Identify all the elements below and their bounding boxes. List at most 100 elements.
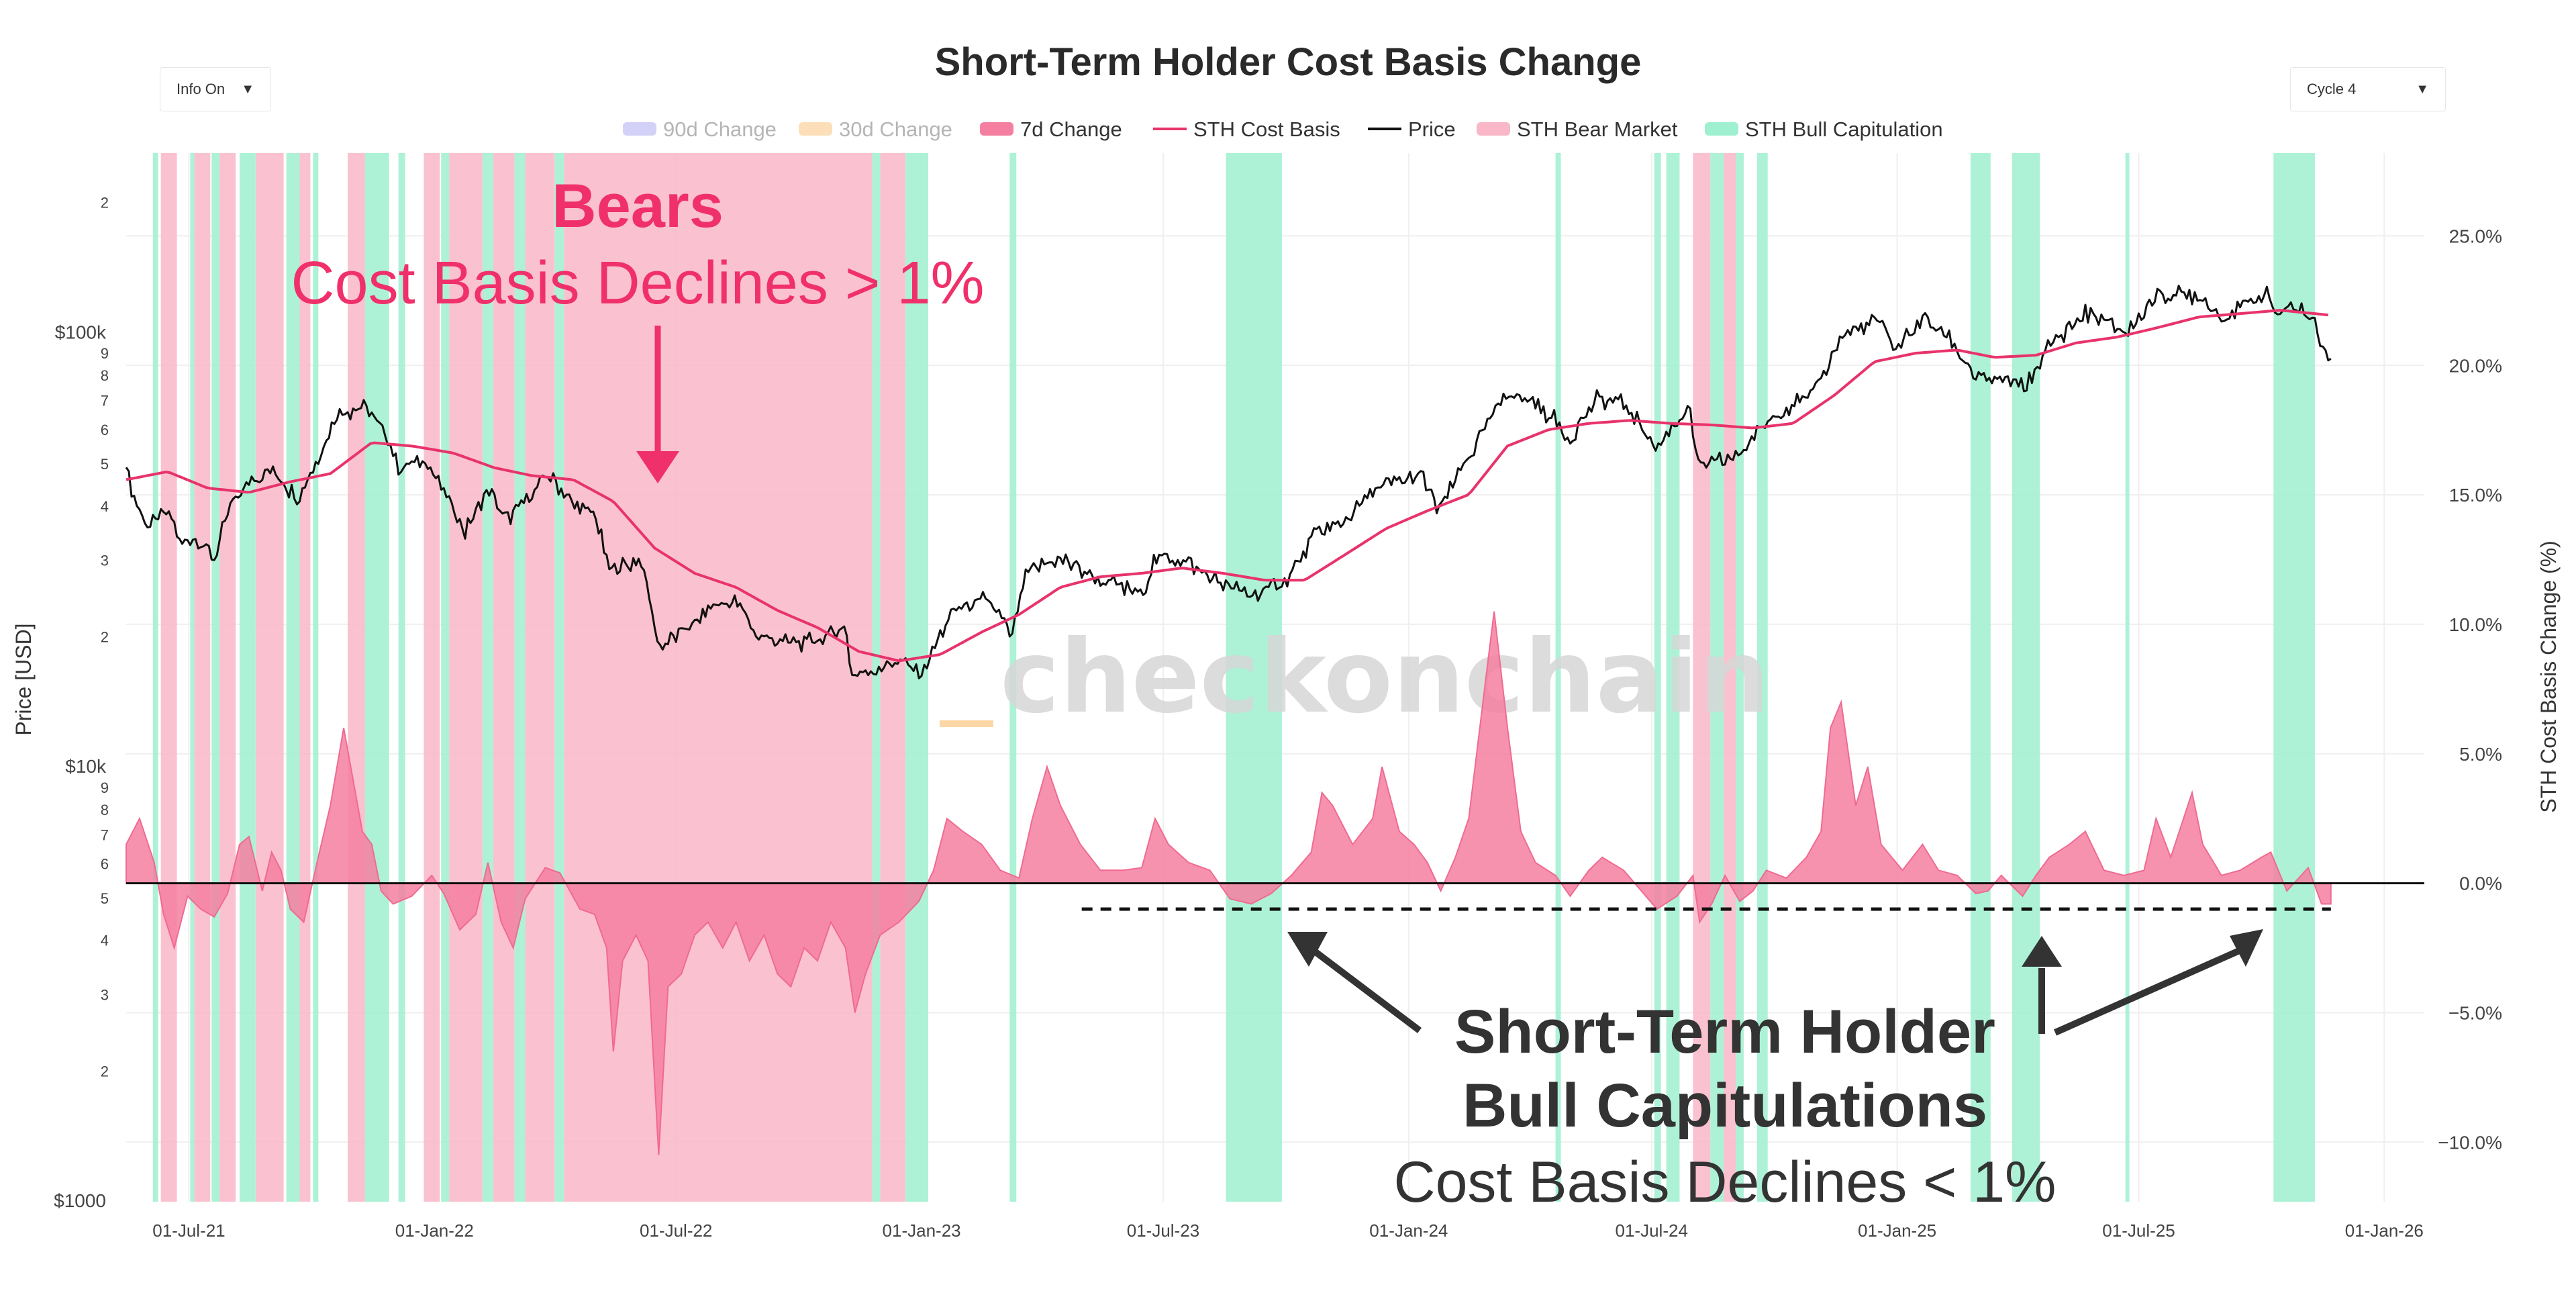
annotation-bulls-title-2: Bull Capitulations bbox=[1463, 1071, 1987, 1140]
cycle-select-dropdown[interactable]: Cycle 4 ▼ bbox=[2290, 67, 2446, 111]
legend-label: 30d Change bbox=[839, 117, 952, 141]
x-tick-label: 01-Jul-23 bbox=[1127, 1220, 1199, 1241]
bear-market-band bbox=[348, 153, 365, 1202]
y-left-tick-label: 3 bbox=[101, 986, 109, 1003]
series bbox=[125, 285, 2424, 1155]
y-left-tick-label: 9 bbox=[101, 345, 109, 362]
annotation-arrowhead-left bbox=[1287, 932, 1328, 967]
x-tick-label: 01-Jul-21 bbox=[152, 1220, 225, 1241]
y-left-tick-label: 9 bbox=[101, 779, 109, 796]
y-left-axis-title: Price [USD] bbox=[11, 623, 36, 735]
annotation-bulls-subtitle: Cost Basis Declines < 1% bbox=[1393, 1150, 2056, 1214]
bear-market-band bbox=[880, 153, 906, 1202]
y-left-tick-label: 8 bbox=[101, 367, 109, 384]
y-left-tick-label: 4 bbox=[101, 932, 109, 949]
y-left-tick-label: 6 bbox=[101, 856, 109, 873]
y-left-tick-label: $100k bbox=[55, 322, 107, 342]
cycle-select-label: Cycle 4 bbox=[2307, 81, 2357, 97]
bull-capitulation-band bbox=[211, 153, 220, 1202]
annotation-bulls-title-1: Short-Term Holder bbox=[1454, 998, 1995, 1066]
y-left-tick-label: 5 bbox=[101, 456, 109, 473]
annotation-arrow-right bbox=[2053, 943, 2250, 1036]
bear-market-band bbox=[449, 153, 483, 1202]
legend-swatch bbox=[1705, 122, 1738, 136]
bear-market-band bbox=[525, 153, 555, 1202]
x-tick-label: 01-Jan-22 bbox=[395, 1220, 474, 1241]
bull-capitulation-band bbox=[2273, 153, 2315, 1202]
legend-label: 7d Change bbox=[1020, 117, 1122, 141]
y-left-tick-label: $10k bbox=[65, 756, 107, 777]
x-tick-label: 01-Jan-24 bbox=[1369, 1220, 1448, 1241]
y-left-tick-label: 8 bbox=[101, 802, 109, 818]
bear-market-band bbox=[160, 153, 177, 1202]
bear-market-band bbox=[493, 153, 515, 1202]
info-toggle-label: Info On bbox=[177, 81, 226, 97]
bull-capitulation-band bbox=[286, 153, 300, 1202]
series-price-line bbox=[125, 285, 2332, 679]
bull-capitulation-band bbox=[1555, 153, 1561, 1202]
y-left-tick-label: 2 bbox=[101, 1063, 109, 1080]
x-tick-label: 01-Jan-23 bbox=[883, 1220, 961, 1241]
bull-capitulation-band bbox=[1654, 153, 1661, 1202]
y-left-tick-label: 3 bbox=[101, 553, 109, 569]
bear-market-band bbox=[194, 153, 211, 1202]
annotations: Bears Cost Basis Declines > 1% Short-Ter… bbox=[291, 172, 2263, 1214]
bull-capitulation-band bbox=[2125, 153, 2130, 1202]
legend-label: STH Cost Basis bbox=[1193, 117, 1340, 141]
chevron-down-icon: ▼ bbox=[2416, 81, 2429, 97]
bull-capitulation-band bbox=[398, 153, 405, 1202]
info-toggle-dropdown[interactable]: Info On ▼ bbox=[160, 67, 271, 111]
legend: 90d Change 30d Change 7d Change STH Cost Ba… bbox=[623, 117, 1943, 141]
bull-capitulation-band bbox=[1735, 153, 1744, 1202]
axes: 01-Jul-21 01-Jan-22 01-Jul-22 01-Jan-23 01-J… bbox=[11, 195, 2561, 1241]
legend-label: 90d Change bbox=[663, 117, 777, 141]
chart-title: Short-Term Holder Cost Basis Change bbox=[935, 40, 1642, 84]
bull-capitulation-band bbox=[1970, 153, 1991, 1202]
chevron-down-icon: ▼ bbox=[241, 81, 254, 97]
legend-label: STH Bull Capitulation bbox=[1745, 117, 1943, 141]
regime-bands bbox=[152, 153, 2315, 1202]
y-left-tick-label: $1000 bbox=[54, 1190, 106, 1211]
annotation-bears-arrowhead bbox=[636, 451, 679, 483]
annotation-arrow-left bbox=[1313, 949, 1422, 1033]
bull-capitulation-band bbox=[905, 153, 929, 1202]
y-right-tick-label: −5.0% bbox=[2448, 1002, 2502, 1023]
x-tick-label: 01-Jan-25 bbox=[1858, 1220, 1936, 1241]
bull-capitulation-band bbox=[190, 153, 195, 1202]
watermark-text: checkonchain bbox=[1000, 619, 1770, 736]
legend-swatch bbox=[623, 122, 656, 136]
legend-swatch bbox=[799, 122, 832, 136]
y-right-tick-label: 15.0% bbox=[2449, 485, 2502, 506]
watermark-mark-icon bbox=[940, 720, 993, 727]
bull-capitulation-band bbox=[514, 153, 526, 1202]
bull-capitulation-band bbox=[1710, 153, 1724, 1202]
bear-market-band bbox=[299, 153, 311, 1202]
y-left-tick-label: 2 bbox=[101, 195, 109, 211]
y-left-tick-label: 7 bbox=[101, 393, 109, 410]
bull-capitulation-band bbox=[441, 153, 450, 1202]
bull-capitulation-band bbox=[482, 153, 493, 1202]
y-left-tick-label: 5 bbox=[101, 890, 109, 907]
bull-capitulation-band bbox=[1009, 153, 1017, 1202]
bull-capitulation-band bbox=[313, 153, 319, 1202]
bear-market-band bbox=[1693, 153, 1711, 1202]
bull-capitulation-band bbox=[1756, 153, 1768, 1202]
y-right-tick-label: 0.0% bbox=[2459, 873, 2502, 894]
y-right-tick-label: 5.0% bbox=[2459, 744, 2502, 765]
annotation-arrowhead-mid bbox=[2022, 936, 2062, 967]
annotation-bears-title: Bears bbox=[552, 172, 724, 240]
legend-swatch bbox=[980, 122, 1013, 136]
y-right-tick-label: −10.0% bbox=[2438, 1132, 2502, 1153]
y-right-axis-title: STH Cost Basis Change (%) bbox=[2536, 540, 2561, 812]
bull-capitulation-band bbox=[2012, 153, 2040, 1202]
watermark: checkonchain bbox=[940, 619, 1770, 736]
bull-capitulation-band bbox=[872, 153, 881, 1202]
bull-capitulation-band bbox=[240, 153, 256, 1202]
y-right-tick-label: 25.0% bbox=[2449, 226, 2502, 246]
x-tick-label: 01-Jul-24 bbox=[1616, 1220, 1688, 1241]
legend-label: STH Bear Market bbox=[1517, 117, 1678, 141]
series-sth-cost-basis-line bbox=[126, 309, 2329, 663]
y-right-tick-label: 20.0% bbox=[2449, 355, 2502, 376]
bear-market-band bbox=[255, 153, 284, 1202]
